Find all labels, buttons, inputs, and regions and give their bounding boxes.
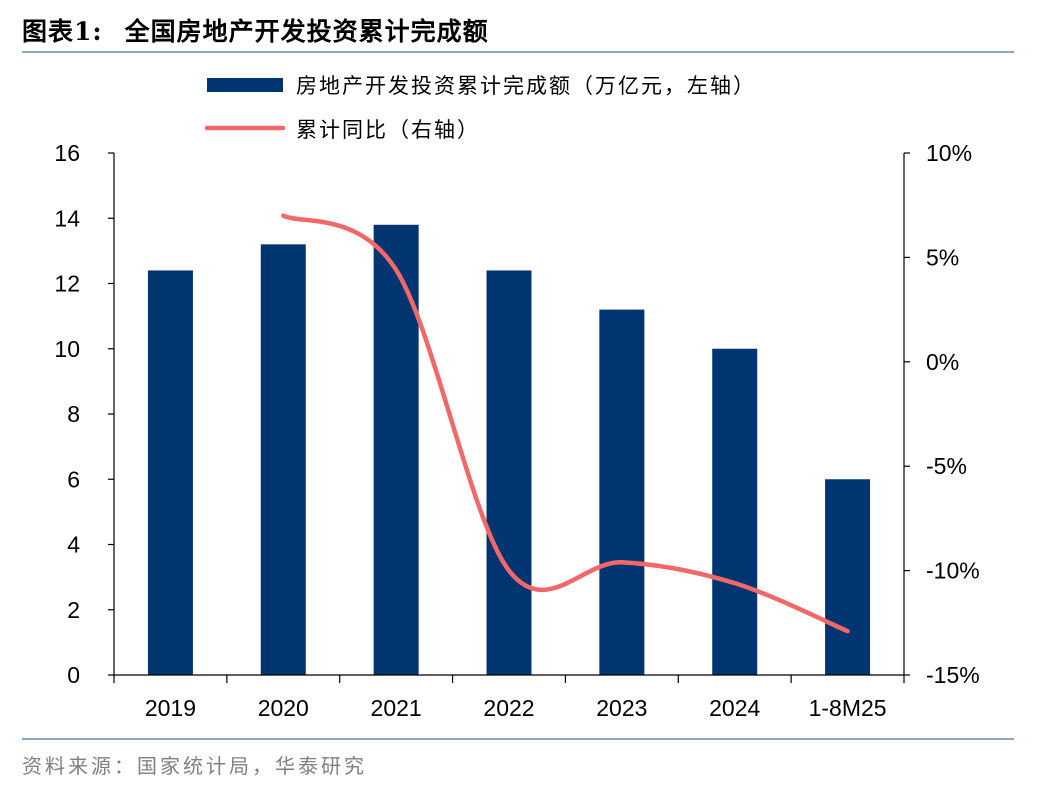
right-tick-label: -10%: [926, 558, 980, 584]
axes-layer: 0 2 4 6 8 10 12 14 16 -15% -10% -5% 0% 5% 10% 2019 2020 2…: [54, 140, 979, 721]
x-tick-label: 2021: [371, 695, 422, 721]
left-tick-label: 2: [67, 597, 80, 623]
left-tick-label: 12: [54, 271, 80, 297]
bar-2021: [373, 224, 419, 675]
source-note: 资料来源：国家统计局，华泰研究: [22, 754, 367, 778]
left-tick-label: 16: [54, 140, 80, 166]
bars-layer: [147, 224, 871, 675]
x-tick-label: 2022: [483, 695, 534, 721]
legend-label-line: 累计同比（右轴）: [296, 118, 480, 142]
line-layer: [281, 213, 850, 634]
figure-title-text: 全国房地产开发投资累计完成额: [124, 17, 489, 46]
legend-swatch-bar: [207, 78, 283, 92]
bar-2023: [599, 309, 645, 675]
left-tick-label: 14: [54, 205, 80, 231]
left-tick-label: 6: [67, 466, 80, 492]
legend-label-bar: 房地产开发投资累计完成额（万亿元，左轴）: [296, 74, 756, 98]
right-tick-label: -5%: [926, 453, 967, 479]
bar-2020: [260, 244, 306, 675]
left-tick-label: 10: [54, 336, 80, 362]
x-tick-label: 2024: [709, 695, 760, 721]
top-rule: [22, 51, 1014, 53]
x-tick-label: 2019: [145, 695, 196, 721]
right-tick-label: 0%: [926, 349, 959, 375]
right-tick-label: 5%: [926, 244, 959, 270]
x-tick-label: 1-8M25: [809, 695, 887, 721]
x-tick-label: 2023: [596, 695, 647, 721]
bar-2024: [712, 348, 758, 675]
bar-2019: [147, 270, 193, 675]
figure-label: 图表1:: [22, 17, 103, 46]
left-tick-label: 8: [67, 401, 80, 427]
figure-title: 图表1: 全国房地产开发投资累计完成额: [22, 12, 489, 48]
legend: 房地产开发投资累计完成额（万亿元，左轴） 累计同比（右轴）: [204, 74, 756, 142]
left-tick-label: 0: [67, 662, 80, 688]
yoy-line: [281, 213, 850, 634]
bar-2022: [486, 270, 532, 675]
left-tick-label: 4: [67, 532, 80, 558]
right-tick-label: -15%: [926, 662, 980, 688]
bar-1-8M25: [825, 479, 871, 675]
right-tick-label: 10%: [926, 140, 972, 166]
x-tick-label: 2020: [258, 695, 309, 721]
bottom-rule: [22, 738, 1014, 740]
